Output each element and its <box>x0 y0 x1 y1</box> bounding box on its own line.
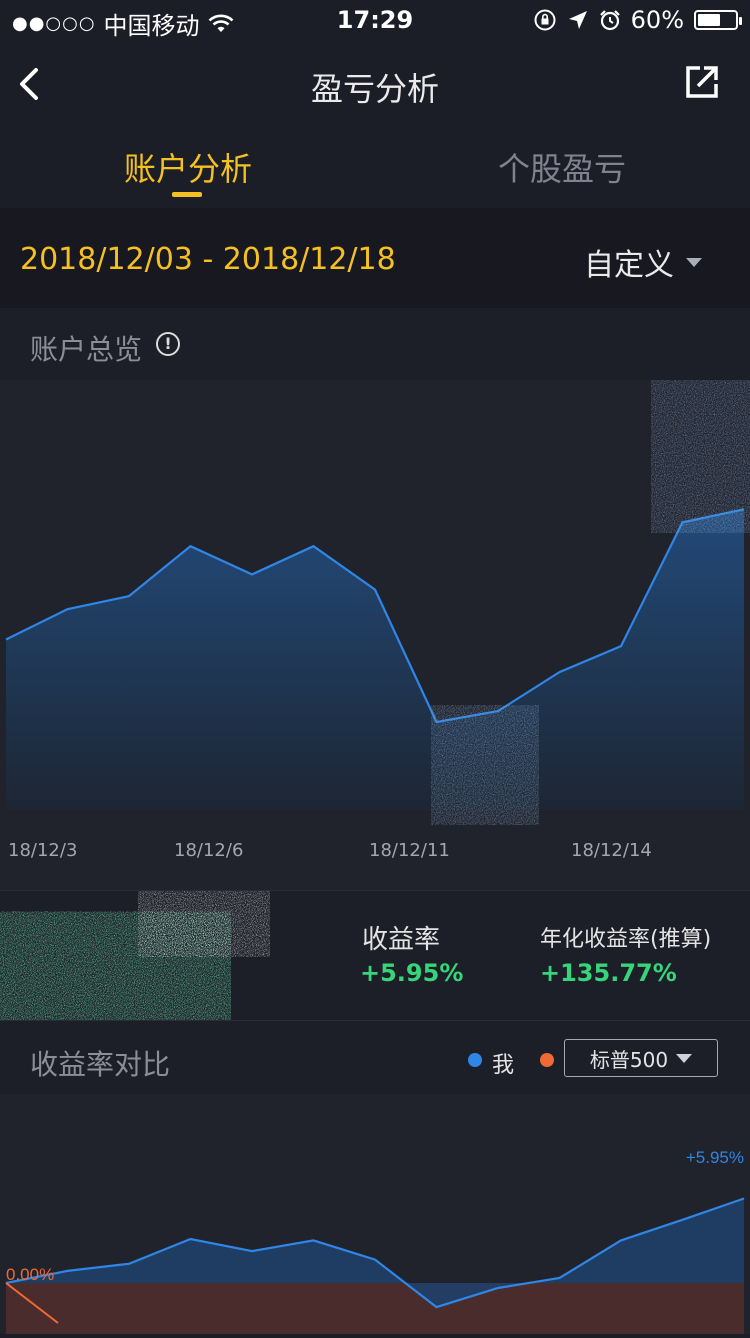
benchmark-selector[interactable]: 标普500 <box>564 1039 718 1077</box>
start-value-label: 0.00% <box>6 1265 54 1284</box>
alarm-icon <box>599 9 621 31</box>
overview-title: 账户总览 <box>30 328 142 368</box>
metrics-row: 收益率 +5.95% 年化收益率(推算) +135.77% <box>0 890 750 1021</box>
blurred-region <box>660 390 750 520</box>
period-selector[interactable]: 自定义 <box>584 240 702 284</box>
battery-icon <box>694 10 738 30</box>
rotation-lock-icon <box>533 8 557 32</box>
negative-zone-fill <box>6 1283 744 1334</box>
compare-header: 收益率对比 我 标普500 <box>0 1020 750 1095</box>
x-tick-label: 18/12/6 <box>174 840 243 861</box>
return-rate-value: +5.95% <box>360 959 463 987</box>
benchmark-label: 标普500 <box>590 1044 668 1073</box>
tab-stock-pnl[interactable]: 个股盈亏 <box>498 144 626 190</box>
x-tick-label: 18/12/14 <box>571 840 652 861</box>
compare-title: 收益率对比 <box>30 1043 170 1083</box>
compare-line-chart: 0.00% +5.95% <box>0 1094 750 1334</box>
location-arrow-icon <box>567 9 589 31</box>
overview-area-chart <box>0 380 750 830</box>
legend-me-dot <box>468 1053 482 1067</box>
overview-header: 账户总览 ! <box>0 308 750 380</box>
tab-bar: 账户分析 个股盈亏 <box>0 128 750 208</box>
share-external-icon[interactable] <box>684 64 720 100</box>
legend-benchmark-dot <box>540 1053 554 1067</box>
x-tick-label: 18/12/3 <box>8 840 77 861</box>
annualized-return-label: 年化收益率(推算) <box>540 921 711 953</box>
period-label: 自定义 <box>584 240 674 284</box>
nav-bar: 盈亏分析 <box>0 40 750 128</box>
page-title: 盈亏分析 <box>0 64 750 110</box>
info-circle-icon[interactable]: ! <box>156 332 180 356</box>
active-tab-indicator <box>172 192 202 197</box>
battery-percentage: 60% <box>631 6 684 34</box>
annualized-return-value: +135.77% <box>540 959 677 987</box>
date-filter-row: 2018/12/03 - 2018/12/18 自定义 <box>0 208 750 308</box>
date-range[interactable]: 2018/12/03 - 2018/12/18 <box>20 242 396 277</box>
return-rate-label: 收益率 <box>362 919 440 956</box>
overview-area-fill <box>6 509 744 810</box>
blurred-region <box>440 715 530 815</box>
tab-account-analysis[interactable]: 账户分析 <box>124 144 252 190</box>
end-value-label: +5.95% <box>686 1148 744 1167</box>
legend-me-label: 我 <box>492 1047 514 1079</box>
blurred-region <box>0 891 270 1021</box>
compare-chart: 0.00% +5.95% <box>0 1094 750 1334</box>
caret-down-icon <box>676 1054 692 1063</box>
overview-chart: 18/12/3 18/12/6 18/12/11 18/12/14 <box>0 380 750 890</box>
status-bar: ●●○○○ 中国移动 17:29 60% <box>0 0 750 40</box>
x-tick-label: 18/12/11 <box>369 840 450 861</box>
caret-down-icon <box>686 258 702 267</box>
